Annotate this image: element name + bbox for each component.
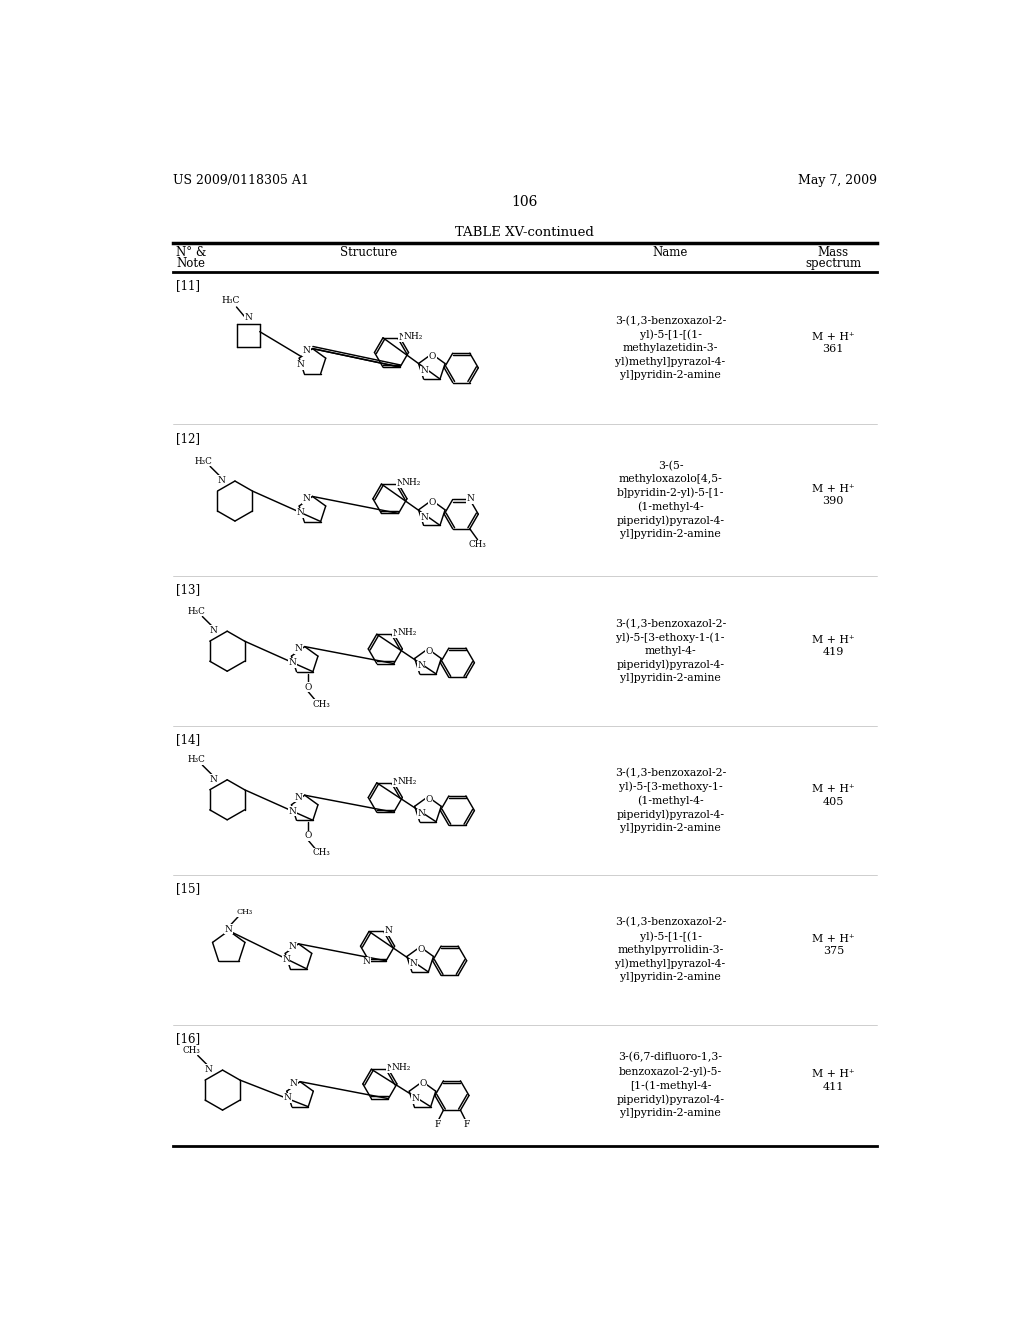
Text: N: N (421, 367, 429, 375)
Text: 375: 375 (822, 946, 844, 956)
Text: [12]: [12] (176, 432, 200, 445)
Text: M + H⁺: M + H⁺ (812, 635, 855, 645)
Text: 3-(1,3-benzoxazol-2-
yl)-5-[1-[(1-
methylazetidin-3-
yl)methyl]pyrazol-4-
yl]pyr: 3-(1,3-benzoxazol-2- yl)-5-[1-[(1- methy… (614, 315, 726, 380)
Text: May 7, 2009: May 7, 2009 (798, 174, 877, 187)
Text: [13]: [13] (176, 583, 200, 597)
Text: CH₃: CH₃ (237, 908, 252, 916)
Text: N: N (225, 925, 232, 933)
Text: O: O (429, 352, 436, 360)
Text: 405: 405 (822, 797, 844, 807)
Text: CH₃: CH₃ (469, 540, 486, 549)
Text: N: N (467, 494, 474, 503)
Text: N: N (289, 807, 296, 816)
Text: [14]: [14] (176, 734, 200, 747)
Text: O: O (304, 682, 311, 692)
Text: N: N (302, 346, 310, 355)
Text: 390: 390 (822, 496, 844, 507)
Text: Structure: Structure (340, 246, 397, 259)
Text: M + H⁺: M + H⁺ (812, 933, 855, 944)
Text: N: N (384, 927, 392, 935)
Text: 3-(6,7-difluoro-1,3-
benzoxazol-2-yl)-5-
[1-(1-methyl-4-
piperidyl)pyrazol-4-
yl: 3-(6,7-difluoro-1,3- benzoxazol-2-yl)-5-… (616, 1052, 725, 1118)
Text: M + H⁺: M + H⁺ (812, 1069, 855, 1080)
Text: N: N (397, 479, 404, 488)
Text: N: N (417, 809, 425, 818)
Text: NH₂: NH₂ (392, 1064, 412, 1072)
Text: 361: 361 (822, 345, 844, 354)
Text: M + H⁺: M + H⁺ (812, 484, 855, 494)
Text: O: O (429, 498, 436, 507)
Text: F: F (464, 1119, 470, 1129)
Text: 3-(1,3-benzoxazol-2-
yl)-5-[3-methoxy-1-
(1-methyl-4-
piperidyl)pyrazol-4-
yl]py: 3-(1,3-benzoxazol-2- yl)-5-[3-methoxy-1-… (614, 767, 726, 833)
Text: O: O (420, 1080, 427, 1089)
Text: O: O (425, 795, 432, 804)
Text: O: O (417, 945, 425, 953)
Text: 3-(1,3-benzoxazol-2-
yl)-5-[3-ethoxy-1-(1-
methyl-4-
piperidyl)pyrazol-4-
yl]pyr: 3-(1,3-benzoxazol-2- yl)-5-[3-ethoxy-1-(… (614, 619, 726, 684)
Text: N: N (283, 956, 290, 965)
Text: [16]: [16] (176, 1032, 200, 1045)
Text: N: N (302, 494, 310, 503)
Text: N: N (209, 775, 217, 784)
Text: NH₂: NH₂ (402, 478, 421, 487)
Text: 106: 106 (512, 195, 538, 210)
Text: spectrum: spectrum (805, 257, 861, 271)
Text: N: N (209, 626, 217, 635)
Text: N: N (392, 630, 400, 638)
Text: 3-(1,3-benzoxazol-2-
yl)-5-[1-[(1-
methylpyrrolidin-3-
yl)methyl]pyrazol-4-
yl]p: 3-(1,3-benzoxazol-2- yl)-5-[1-[(1- methy… (614, 917, 726, 982)
Text: H₃C: H₃C (187, 755, 205, 764)
Text: O: O (304, 832, 311, 841)
Text: N: N (284, 1093, 292, 1102)
Text: N: N (412, 1094, 420, 1104)
Text: H₃C: H₃C (195, 457, 213, 466)
Text: N: N (362, 957, 371, 966)
Text: NH₂: NH₂ (397, 777, 417, 785)
Text: N: N (398, 333, 407, 342)
Text: Mass: Mass (818, 246, 849, 259)
Text: N: N (289, 941, 296, 950)
Text: N° &: N° & (176, 246, 207, 259)
Text: NH₂: NH₂ (397, 628, 417, 638)
Text: N: N (295, 644, 302, 653)
Text: H₃C: H₃C (222, 297, 241, 305)
Text: 3-(5-
methyloxazolo[4,5-
b]pyridin-2-yl)-5-[1-
(1-methyl-4-
piperidyl)pyrazol-4-: 3-(5- methyloxazolo[4,5- b]pyridin-2-yl)… (616, 461, 725, 540)
Text: M + H⁺: M + H⁺ (812, 333, 855, 342)
Text: N: N (296, 508, 304, 517)
Text: N: N (417, 661, 425, 671)
Text: Name: Name (653, 246, 688, 259)
Text: US 2009/0118305 A1: US 2009/0118305 A1 (173, 174, 309, 187)
Text: M + H⁺: M + H⁺ (812, 784, 855, 795)
Text: N: N (410, 960, 417, 969)
Text: N: N (296, 360, 304, 370)
Text: N: N (289, 659, 296, 667)
Text: O: O (425, 647, 432, 656)
Text: N: N (217, 475, 225, 484)
Text: N: N (295, 793, 302, 803)
Text: N: N (387, 1064, 394, 1073)
Text: NH₂: NH₂ (403, 331, 423, 341)
Text: N: N (244, 313, 252, 322)
Text: Note: Note (176, 257, 205, 271)
Text: CH₃: CH₃ (312, 849, 331, 858)
Text: F: F (434, 1119, 440, 1129)
Text: [11]: [11] (176, 280, 200, 292)
Text: [15]: [15] (176, 882, 200, 895)
Text: 419: 419 (822, 647, 844, 657)
Text: H₃C: H₃C (187, 607, 205, 615)
Text: N: N (421, 512, 429, 521)
Text: CH₃: CH₃ (312, 700, 331, 709)
Text: 411: 411 (822, 1081, 844, 1092)
Text: N: N (290, 1080, 298, 1089)
Text: TABLE XV-continued: TABLE XV-continued (456, 226, 594, 239)
Text: N: N (205, 1065, 213, 1073)
Text: N: N (392, 777, 400, 787)
Text: CH₃: CH₃ (182, 1045, 201, 1055)
